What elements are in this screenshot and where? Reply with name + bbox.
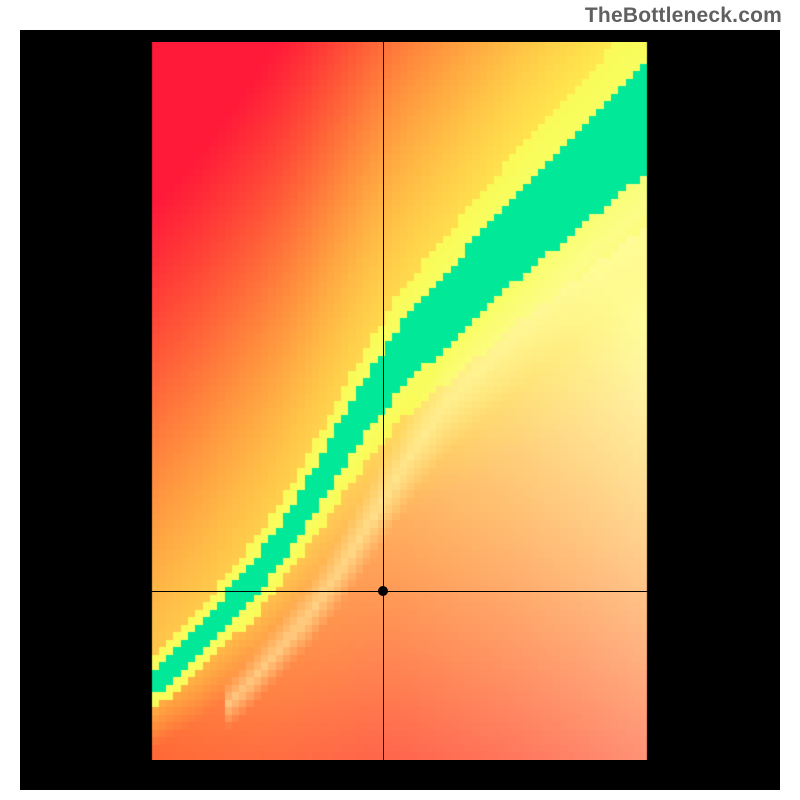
attribution-label: TheBottleneck.com (585, 4, 782, 28)
crosshair-vertical-line (383, 42, 384, 760)
crosshair-horizontal-line (50, 591, 750, 592)
heatmap-canvas (50, 42, 750, 760)
chart-container: TheBottleneck.com (0, 0, 800, 800)
plot-area (50, 42, 750, 760)
chart-outer-frame (20, 30, 780, 790)
crosshair-marker-dot (378, 586, 388, 596)
